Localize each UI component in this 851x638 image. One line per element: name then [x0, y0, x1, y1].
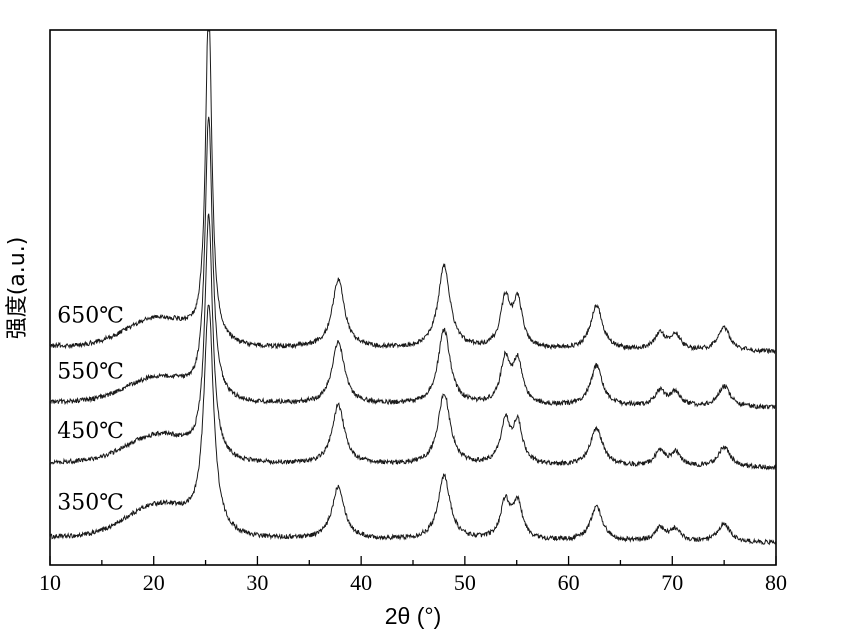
x-tick-label: 30: [246, 570, 268, 595]
x-tick-label: 40: [350, 570, 372, 595]
x-tick-label: 20: [143, 570, 165, 595]
axis-frame: [49, 29, 777, 566]
x-axis-label: 2θ (°): [385, 603, 442, 629]
xrd-trace-2: [49, 116, 777, 410]
x-tick-label: 10: [39, 570, 61, 595]
x-tick-label: 80: [765, 570, 787, 595]
series-label-3: 650℃: [57, 304, 124, 329]
x-tick-label: 70: [661, 570, 683, 595]
series-label-0: 350℃: [57, 490, 124, 515]
series-label-2: 550℃: [57, 360, 124, 385]
xrd-trace-0: [49, 304, 777, 546]
xrd-trace-3: [49, 30, 777, 355]
x-tick-label: 60: [558, 570, 580, 595]
xrd-trace-1: [49, 213, 777, 471]
y-axis-label: 强度(a.u.): [5, 237, 30, 340]
x-tick-label: 50: [454, 570, 476, 595]
plot-area: 10 20 30 40 50 60 70 80 350℃ 450℃ 550℃ 650℃: [39, 29, 787, 595]
series-label-1: 450℃: [57, 419, 124, 444]
